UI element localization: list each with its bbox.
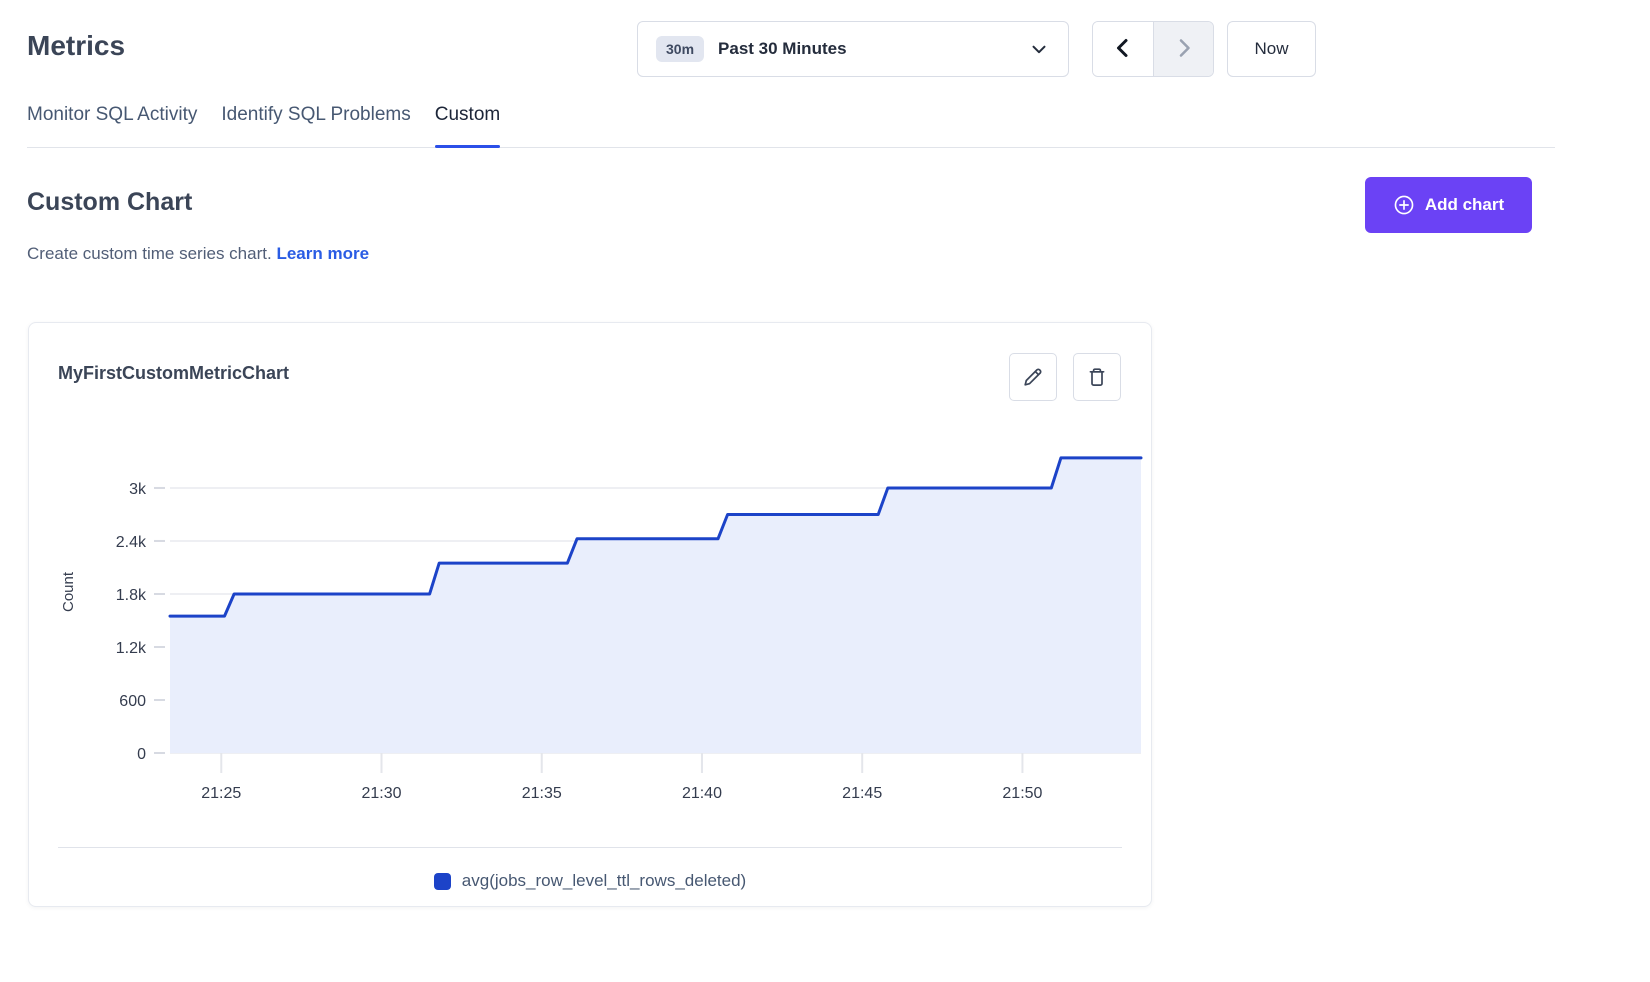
time-back-button[interactable] — [1093, 22, 1153, 76]
time-range-picker[interactable]: 30m Past 30 Minutes — [637, 21, 1069, 77]
legend-swatch — [433, 872, 451, 890]
tab-custom[interactable]: Custom — [434, 104, 501, 148]
svg-text:3k: 3k — [129, 481, 147, 498]
now-button[interactable]: Now — [1227, 21, 1316, 77]
section-title: Custom Chart — [27, 188, 193, 216]
add-chart-button[interactable]: Add chart — [1365, 177, 1532, 233]
svg-text:21:50: 21:50 — [1002, 785, 1042, 802]
chevron-right-icon — [1172, 36, 1196, 63]
tab-monitor-sql-activity[interactable]: Monitor SQL Activity — [27, 104, 198, 125]
custom-chart-plot: 0 600 1.2k 1.8k 2.4k 3k 21:25 21:30 21:35 21:40 21… — [60, 456, 1143, 802]
section-subtitle: Create custom time series chart. Learn m… — [27, 244, 369, 264]
pencil-icon — [1021, 365, 1045, 389]
add-chart-label: Add chart — [1424, 195, 1505, 214]
time-forward-button[interactable] — [1153, 22, 1213, 76]
edit-chart-button[interactable] — [1009, 353, 1057, 401]
svg-text:21:25: 21:25 — [201, 785, 241, 802]
legend-item[interactable]: avg(jobs_row_level_ttl_rows_deleted) — [29, 871, 1151, 891]
svg-text:0: 0 — [137, 746, 146, 763]
svg-text:600: 600 — [119, 693, 146, 710]
svg-text:Count: Count — [60, 571, 77, 612]
plus-circle-icon — [1393, 194, 1415, 216]
svg-text:21:40: 21:40 — [682, 785, 722, 802]
trash-icon — [1085, 365, 1109, 389]
svg-text:21:45: 21:45 — [842, 785, 882, 802]
card-divider — [58, 847, 1122, 848]
time-range-label: Past 30 Minutes — [718, 39, 847, 58]
time-range-badge: 30m — [656, 36, 705, 62]
delete-chart-button[interactable] — [1073, 353, 1121, 401]
subtitle-text: Create custom time series chart. — [27, 244, 272, 263]
custom-chart-card: MyFirstCustomMetricChart 0 600 1.2k 1.8k 2.4… — [28, 322, 1152, 907]
chevron-down-icon — [1028, 38, 1050, 60]
legend-label: avg(jobs_row_level_ttl_rows_deleted) — [461, 871, 747, 890]
tab-bar: Monitor SQL Activity Identify SQL Proble… — [27, 104, 1555, 148]
svg-text:1.8k: 1.8k — [116, 587, 147, 604]
page-title: Metrics — [27, 30, 126, 61]
tab-identify-sql-problems[interactable]: Identify SQL Problems — [221, 104, 411, 125]
chevron-left-icon — [1111, 36, 1135, 63]
chart-title: MyFirstCustomMetricChart — [58, 363, 290, 383]
svg-text:21:30: 21:30 — [361, 785, 401, 802]
time-nav-group — [1092, 21, 1214, 77]
svg-text:21:35: 21:35 — [522, 785, 562, 802]
learn-more-link[interactable]: Learn more — [276, 244, 370, 263]
svg-text:2.4k: 2.4k — [116, 534, 147, 551]
svg-text:1.2k: 1.2k — [116, 640, 147, 657]
